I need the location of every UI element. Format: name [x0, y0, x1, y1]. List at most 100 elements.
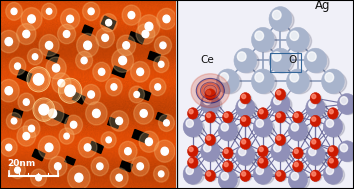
Ellipse shape [237, 100, 257, 118]
Circle shape [84, 144, 91, 151]
Text: Ag: Ag [315, 0, 330, 12]
Circle shape [325, 73, 334, 82]
Circle shape [6, 113, 22, 129]
Circle shape [67, 15, 74, 23]
Circle shape [326, 119, 333, 127]
Circle shape [17, 126, 36, 146]
Circle shape [6, 144, 12, 151]
Circle shape [328, 157, 338, 168]
Circle shape [137, 163, 143, 170]
Circle shape [28, 68, 49, 91]
Circle shape [269, 48, 292, 73]
Circle shape [137, 68, 144, 76]
Circle shape [240, 93, 251, 104]
Ellipse shape [206, 90, 217, 100]
Circle shape [259, 159, 263, 163]
Circle shape [9, 57, 26, 75]
Circle shape [0, 79, 19, 102]
Circle shape [273, 52, 281, 61]
Circle shape [239, 148, 246, 156]
Circle shape [216, 69, 239, 94]
Circle shape [41, 3, 57, 19]
Circle shape [0, 138, 17, 156]
Ellipse shape [241, 117, 252, 127]
Circle shape [149, 78, 166, 96]
Circle shape [160, 42, 166, 49]
Circle shape [145, 138, 153, 146]
Circle shape [326, 167, 333, 174]
Circle shape [23, 119, 40, 138]
Ellipse shape [254, 119, 274, 137]
Circle shape [236, 97, 255, 118]
Circle shape [290, 73, 299, 82]
Ellipse shape [311, 94, 322, 104]
Ellipse shape [276, 171, 287, 182]
Circle shape [46, 8, 52, 14]
Circle shape [251, 69, 274, 94]
Circle shape [310, 138, 321, 149]
Circle shape [290, 31, 299, 40]
Circle shape [92, 109, 100, 118]
Circle shape [122, 5, 141, 25]
Circle shape [23, 132, 30, 140]
Circle shape [5, 87, 12, 95]
Ellipse shape [258, 109, 269, 119]
Circle shape [81, 57, 87, 64]
Circle shape [29, 125, 35, 132]
Circle shape [76, 51, 93, 70]
Circle shape [154, 36, 172, 55]
Circle shape [142, 30, 149, 38]
Circle shape [291, 172, 298, 180]
Ellipse shape [293, 113, 304, 123]
Circle shape [340, 97, 348, 105]
Polygon shape [54, 111, 68, 124]
Ellipse shape [276, 90, 287, 100]
Circle shape [277, 172, 281, 176]
Ellipse shape [338, 96, 354, 115]
Circle shape [78, 137, 97, 157]
Circle shape [258, 146, 268, 157]
Circle shape [68, 166, 90, 189]
Circle shape [34, 99, 53, 120]
Circle shape [277, 91, 281, 95]
Circle shape [207, 136, 211, 140]
Circle shape [52, 73, 71, 93]
Circle shape [183, 163, 202, 184]
Circle shape [65, 115, 82, 134]
Circle shape [310, 93, 321, 104]
Ellipse shape [293, 149, 304, 159]
Ellipse shape [258, 158, 269, 168]
Ellipse shape [289, 171, 309, 189]
Circle shape [258, 108, 268, 119]
Circle shape [97, 163, 103, 170]
Circle shape [18, 93, 35, 111]
Circle shape [253, 116, 273, 137]
Circle shape [224, 113, 228, 118]
Circle shape [145, 22, 153, 31]
Circle shape [256, 167, 263, 174]
Ellipse shape [188, 109, 199, 119]
Circle shape [205, 134, 216, 146]
Circle shape [183, 116, 202, 137]
Polygon shape [137, 89, 151, 100]
Circle shape [294, 162, 298, 167]
Circle shape [277, 113, 281, 118]
Ellipse shape [270, 51, 294, 73]
Polygon shape [120, 161, 132, 172]
Ellipse shape [202, 96, 222, 115]
Circle shape [274, 144, 281, 152]
Polygon shape [101, 16, 116, 29]
Circle shape [293, 147, 303, 159]
Ellipse shape [311, 139, 322, 149]
Circle shape [236, 145, 255, 165]
Circle shape [41, 101, 64, 125]
Circle shape [312, 140, 316, 144]
Circle shape [223, 112, 233, 123]
Ellipse shape [328, 109, 339, 119]
Circle shape [159, 171, 164, 177]
Circle shape [84, 41, 92, 50]
Circle shape [111, 84, 117, 90]
Polygon shape [12, 109, 23, 118]
Polygon shape [17, 69, 32, 82]
Ellipse shape [258, 147, 269, 157]
